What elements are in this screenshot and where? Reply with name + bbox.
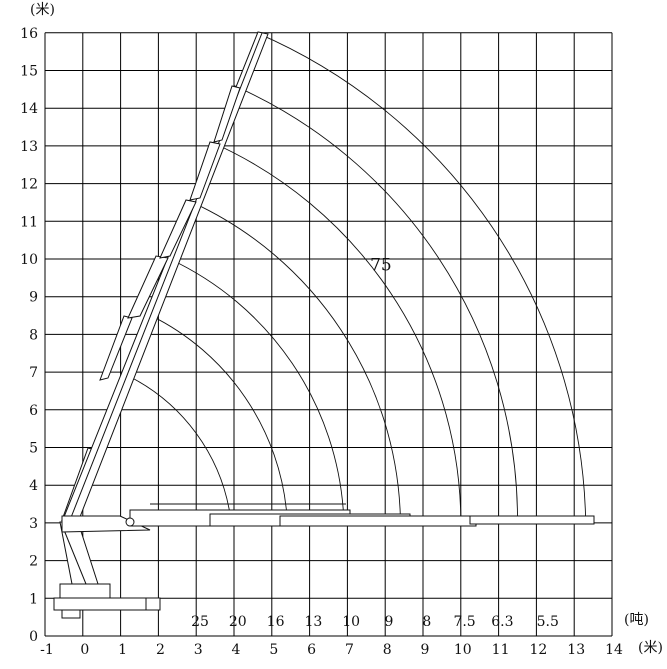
x-tick-label: 6 — [307, 642, 316, 658]
crane-rear-outrigger — [145, 597, 161, 611]
capacity-label: 8 — [422, 614, 431, 630]
x-tick-label: 1 — [118, 642, 127, 658]
x-tick-label: 12 — [529, 642, 547, 658]
model-number-label: 75 — [370, 255, 392, 275]
y-tick-label: 4 — [29, 478, 38, 494]
y-tick-label: 7 — [29, 365, 38, 381]
load-unit-label: (吨) — [624, 612, 649, 628]
working-range-arc — [233, 85, 518, 524]
crane-boom-section-2 — [127, 255, 169, 319]
x-axis-unit-label: (米) — [638, 640, 663, 656]
capacity-label: 5.5 — [537, 614, 559, 630]
x-tick-label: 3 — [194, 642, 203, 658]
capacity-label: 6.3 — [491, 614, 513, 630]
y-tick-label: 9 — [29, 290, 38, 306]
crane-boom-section-3 — [159, 199, 197, 259]
capacity-label: 10 — [342, 614, 360, 630]
y-tick-label: 16 — [20, 26, 38, 42]
working-range-arc — [127, 375, 231, 524]
y-tick-label: 5 — [29, 441, 38, 457]
x-tick-label: 9 — [421, 642, 430, 658]
working-range-arcs — [127, 32, 586, 524]
capacity-label: 7.5 — [453, 614, 475, 630]
crane-boom-pivot — [125, 517, 135, 527]
load-capacity-labels: 25 20 16 13 10 9 8 7.5 6.3 5.5 — [191, 614, 559, 630]
crane-boom-section-1 — [99, 315, 133, 381]
working-range-arc — [192, 202, 401, 524]
x-tick-label: -1 — [40, 642, 54, 658]
crane-boom-section-5 — [213, 85, 241, 143]
axis-labels: -1 0 1 2 3 4 5 6 7 8 9 10 11 12 13 14012345678910111213… — [20, 26, 623, 658]
crane-raised-boom — [61, 31, 269, 523]
capacity-label: 9 — [385, 614, 394, 630]
y-tick-label: 8 — [29, 327, 38, 343]
working-range-arc — [256, 32, 586, 524]
y-axis-unit-label: (米) — [30, 2, 55, 18]
capacity-label: 25 — [191, 614, 209, 630]
crane-horizontal-boom-ext-2 — [279, 515, 477, 527]
capacity-label: 13 — [304, 614, 322, 630]
x-tick-label: 8 — [383, 642, 392, 658]
x-tick-label: 10 — [454, 642, 472, 658]
crane-turntable-base — [59, 583, 111, 599]
x-tick-label: 14 — [605, 642, 623, 658]
y-tick-label: 2 — [29, 554, 38, 570]
y-tick-label: 10 — [20, 252, 38, 268]
x-tick-label: 11 — [492, 642, 510, 658]
y-tick-label: 14 — [20, 101, 38, 117]
x-tick-label: 2 — [156, 642, 165, 658]
crane-horizontal-boom-ext-3 — [469, 515, 595, 525]
y-tick-label: 0 — [29, 629, 38, 645]
crane-drawing — [53, 31, 595, 619]
y-tick-label: 1 — [29, 591, 38, 607]
x-tick-label: 13 — [567, 642, 585, 658]
y-tick-label: 6 — [29, 403, 38, 419]
capacity-label: 16 — [267, 614, 285, 630]
capacity-label: 20 — [229, 614, 247, 630]
crane-chassis — [53, 597, 161, 611]
y-tick-label: 12 — [20, 177, 38, 193]
crane-boom-section-4 — [189, 141, 221, 201]
x-tick-label: 7 — [345, 642, 354, 658]
y-tick-label: 3 — [29, 516, 38, 532]
working-range-arc — [169, 258, 345, 524]
x-tick-label: 4 — [232, 642, 241, 658]
x-tick-label: 0 — [80, 642, 89, 658]
working-range-arc — [150, 315, 288, 524]
y-tick-label: 15 — [20, 64, 38, 80]
y-tick-label: 11 — [20, 214, 38, 230]
crane-outrigger-foot — [61, 609, 81, 619]
working-range-arc — [211, 141, 462, 524]
crane-column-edge — [63, 529, 87, 585]
grid — [44, 32, 613, 637]
x-tick-label: 5 — [269, 642, 278, 658]
y-tick-label: 13 — [20, 139, 38, 155]
